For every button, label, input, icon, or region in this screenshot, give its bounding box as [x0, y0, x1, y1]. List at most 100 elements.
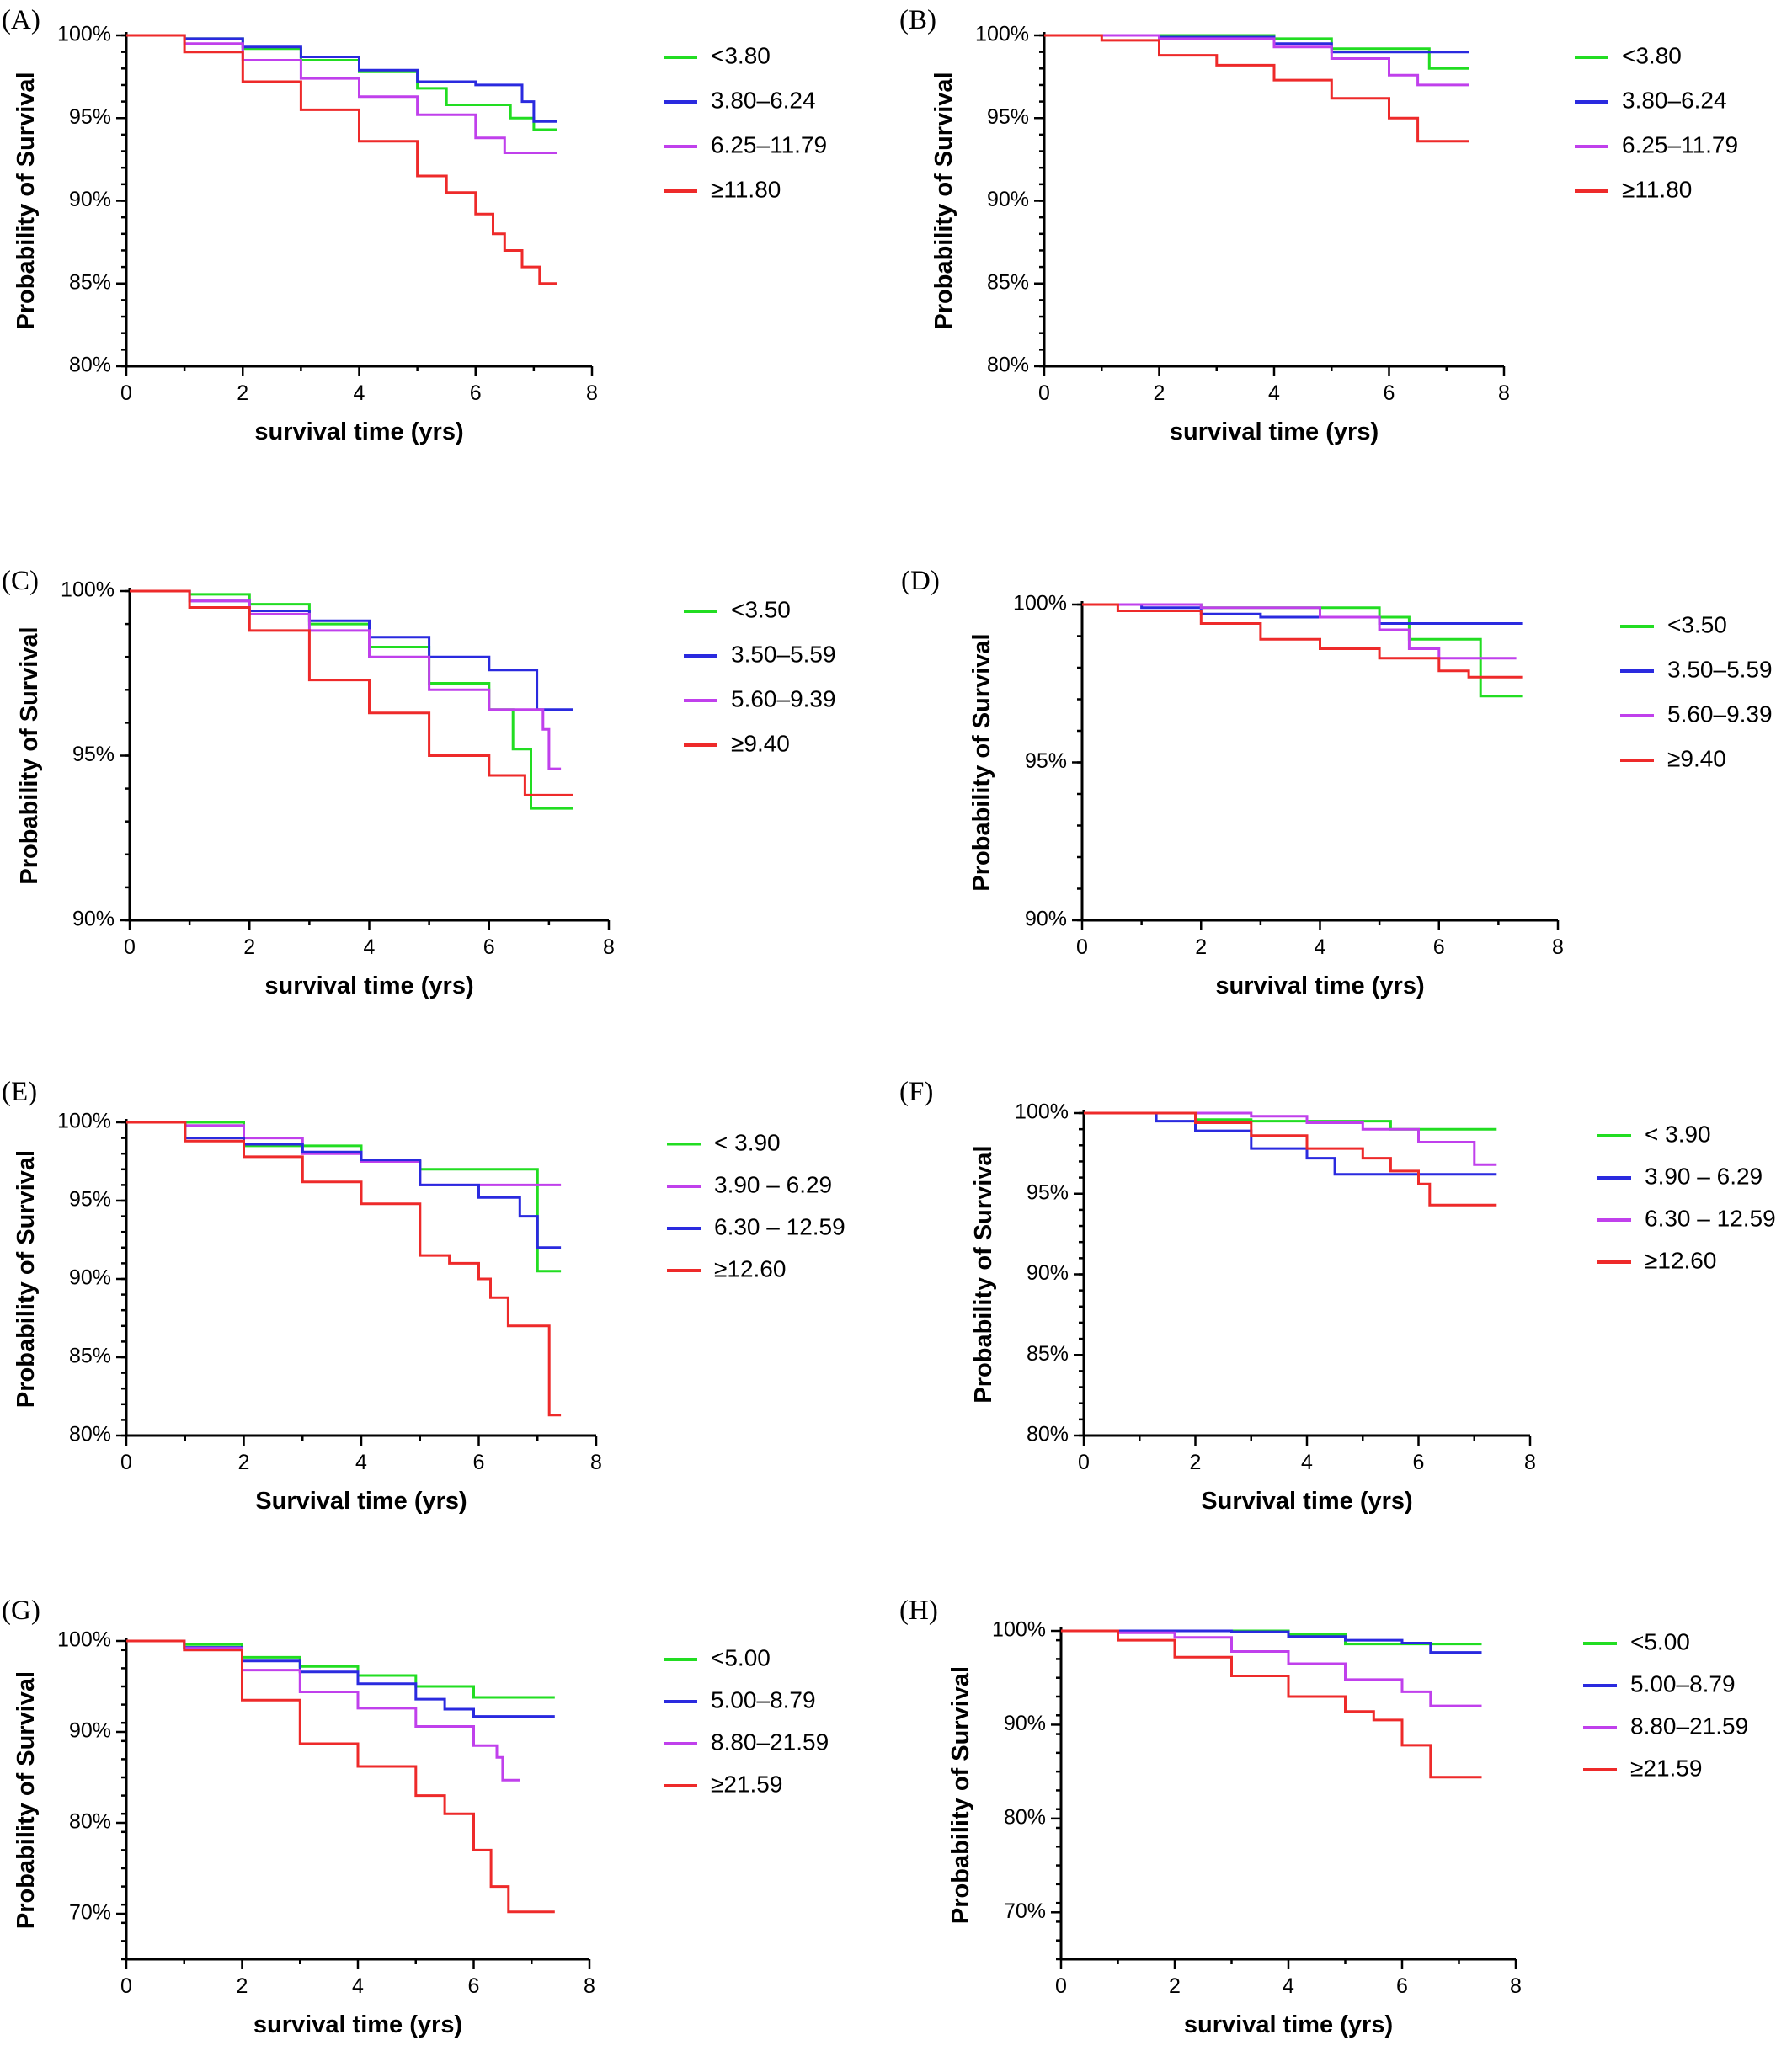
- panel-c-series-lt3-50-line: [130, 589, 573, 810]
- panel-e-series-ge12-60-line: [126, 1121, 562, 1417]
- panel-g-legend-label: ≥21.59: [711, 1771, 782, 1797]
- panel-b-y-tick-label: 80%: [987, 354, 1029, 377]
- panel-d-chart: (D) 90% 95% 100% 0 2 4 6 8 survival time (yrs) Pro…: [901, 566, 1773, 999]
- panel-c-label: (C): [2, 566, 39, 596]
- panel-c-series-ge9-40-line: [130, 589, 573, 796]
- panel-b-x-tick-label: 4: [1268, 381, 1280, 405]
- panel-c-y-tick-label: 95%: [72, 743, 115, 766]
- panel-b-x-tick-label: 8: [1498, 381, 1510, 405]
- panel-c-legend-label: <3.50: [731, 596, 791, 622]
- panel-h-series-5-00-8-79-line: [1061, 1629, 1482, 1654]
- panel-a-x-tick-label: 4: [354, 381, 365, 405]
- panel-b-y-tick-label: 90%: [987, 188, 1029, 211]
- panel-a-legend-label: 6.25–11.79: [711, 131, 827, 157]
- panel-c-x-tick-label: 2: [243, 935, 255, 959]
- panel-h-y-tick-label: 90%: [1004, 1712, 1046, 1735]
- panel-g-x-tick-label: 2: [237, 1974, 248, 1998]
- panel-g-legend-label: <5.00: [711, 1644, 771, 1670]
- panel-b-x-tick-label: 0: [1038, 381, 1050, 405]
- panel-e-chart: (E) 80% 85% 90% 95% 100% 0 2 4 6 8 Survival time (y…: [2, 1077, 845, 1515]
- panel-h-legend-label: 5.00–8.79: [1630, 1670, 1736, 1697]
- panel-b-x-axis-title: survival time (yrs): [1170, 418, 1379, 445]
- panel-h-legend-label: ≥21.59: [1630, 1755, 1702, 1781]
- panel-h-label: (H): [899, 1596, 938, 1626]
- panel-e-x-tick-label: 4: [355, 1451, 367, 1474]
- panel-f-series-ge12-60-line: [1084, 1111, 1497, 1207]
- panel-h-legend-label: <5.00: [1630, 1628, 1690, 1654]
- panel-e-legend-label: 6.30 – 12.59: [714, 1213, 845, 1239]
- panel-f-y-tick-label: 80%: [1027, 1423, 1069, 1446]
- panel-d-legend-label: 5.60–9.39: [1667, 701, 1773, 727]
- panel-e-x-tick-label: 6: [473, 1451, 485, 1474]
- panel-a-x-tick-label: 8: [586, 381, 598, 405]
- panel-g-legend-label: 5.00–8.79: [711, 1686, 816, 1713]
- panel-c-x-tick-label: 0: [124, 935, 136, 959]
- panel-g-y-tick-label: 80%: [69, 1810, 111, 1834]
- panel-b-y-axis-title: Probability of Survival: [931, 72, 957, 329]
- panel-c-x-axis-title: survival time (yrs): [264, 972, 473, 999]
- panel-b-label: (B): [899, 5, 936, 35]
- panel-e-legend-label: < 3.90: [714, 1129, 781, 1155]
- panel-e-x-tick-label: 0: [120, 1451, 132, 1474]
- panel-d-x-tick-label: 2: [1195, 935, 1207, 959]
- panel-h-y-tick-label: 70%: [1004, 1899, 1046, 1923]
- panel-g-y-tick-label: 70%: [69, 1901, 111, 1925]
- panel-c-y-tick-label: 90%: [72, 908, 115, 931]
- panel-h-y-tick-label: 80%: [1004, 1805, 1046, 1829]
- panel-f-y-tick-label: 90%: [1027, 1261, 1069, 1285]
- panel-f-legend-label: < 3.90: [1645, 1121, 1711, 1147]
- panel-b-y-tick-label: 95%: [987, 105, 1029, 129]
- panel-c-series-5-60-9-39-line: [130, 589, 562, 770]
- panel-f-series-3-90-6-29-line: [1084, 1111, 1497, 1176]
- panel-f-x-tick-label: 6: [1413, 1451, 1425, 1474]
- panel-h-x-tick-label: 6: [1396, 1974, 1408, 1998]
- panel-d-y-tick-label: 90%: [1025, 908, 1067, 931]
- panel-b-legend-label: 3.80–6.24: [1622, 87, 1727, 113]
- panel-e-series-6-30-12-59-line: [126, 1121, 562, 1249]
- panel-e-y-tick-label: 100%: [57, 1110, 111, 1133]
- panel-b-x-tick-label: 2: [1154, 381, 1165, 405]
- panel-f-legend-label: 3.90 – 6.29: [1645, 1163, 1763, 1189]
- panel-f-legend-label: ≥12.60: [1645, 1247, 1716, 1273]
- panel-a-y-tick-label: 80%: [69, 354, 111, 377]
- panel-f-x-tick-label: 8: [1524, 1451, 1536, 1474]
- panel-h-y-tick-label: 100%: [992, 1618, 1046, 1642]
- panel-g-y-tick-label: 100%: [57, 1628, 111, 1652]
- panel-f-label: (F): [899, 1077, 933, 1107]
- panel-b-y-tick-label: 100%: [975, 23, 1029, 46]
- panel-d-x-tick-label: 6: [1433, 935, 1445, 959]
- panel-d-legend-label: ≥9.40: [1667, 745, 1726, 771]
- panel-b-chart: (B) 80% 85% 90% 95% 100% 0 2 4 6 8 survival time (y…: [899, 5, 1738, 445]
- panel-f-chart: (F) 80% 85% 90% 95% 100% 0 2 4 6 8 Survival time (y…: [899, 1077, 1776, 1515]
- panel-g-x-tick-label: 8: [584, 1974, 595, 1998]
- panel-f-y-axis-title: Probability of Survival: [970, 1145, 997, 1403]
- panel-a-label: (A): [2, 5, 40, 35]
- panel-d-label: (D): [901, 566, 940, 596]
- panel-a-legend-label: <3.80: [711, 42, 771, 68]
- panel-b-series-6-25-11-79-line: [1044, 34, 1469, 87]
- panel-b-series-ge11-80-line: [1044, 34, 1469, 143]
- panel-f-legend-label: 6.30 – 12.59: [1645, 1205, 1776, 1231]
- panel-g-series-ge21-59-line: [126, 1639, 555, 1914]
- panel-a-y-tick-label: 85%: [69, 270, 111, 294]
- panel-a-y-tick-label: 100%: [57, 23, 111, 46]
- panel-f-x-axis-title: Survival time (yrs): [1201, 1488, 1412, 1515]
- panel-e-y-tick-label: 95%: [69, 1188, 111, 1212]
- panel-d-legend-label: 3.50–5.59: [1667, 656, 1773, 682]
- panel-e-legend-label: ≥12.60: [714, 1255, 786, 1281]
- panel-g-x-axis-title: survival time (yrs): [253, 2011, 462, 2038]
- panel-c-legend-label: 3.50–5.59: [731, 641, 836, 667]
- panel-g-series-8-80-21-59-line: [126, 1639, 520, 1782]
- panel-h-x-tick-label: 0: [1055, 1974, 1067, 1998]
- panel-g-x-tick-label: 0: [120, 1974, 132, 1998]
- panel-a-y-tick-label: 95%: [69, 105, 111, 129]
- panel-h-legend-label: 8.80–21.59: [1630, 1713, 1748, 1739]
- panel-d-x-tick-label: 4: [1315, 935, 1326, 959]
- panel-a-series-3-80-6-24-line: [126, 34, 557, 123]
- panel-b-legend-label: 6.25–11.79: [1622, 131, 1738, 157]
- panel-c-x-tick-label: 8: [603, 935, 615, 959]
- panel-a-series-6-25-11-79-line: [126, 34, 557, 154]
- panel-b-legend-label: ≥11.80: [1622, 176, 1692, 202]
- panel-a-chart: (A) 80% 85% 90% 95% 100% 0 2 4 6 8 survival time (y…: [2, 5, 827, 445]
